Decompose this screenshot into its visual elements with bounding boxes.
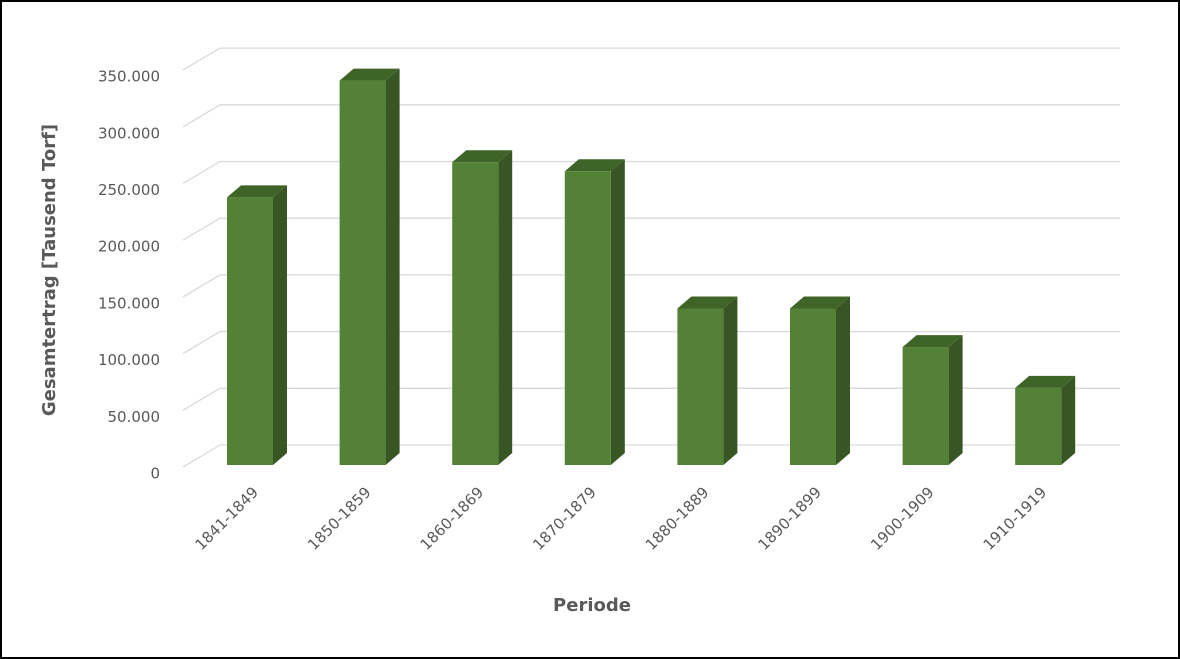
bar-side xyxy=(273,185,287,465)
bar-top xyxy=(227,185,287,198)
bar-side xyxy=(1061,375,1076,465)
bar-side xyxy=(836,296,850,465)
y-tick-label: 100.000 xyxy=(98,351,160,369)
y-tick-label: 200.000 xyxy=(98,238,160,256)
y-tick-label: 250.000 xyxy=(98,181,160,199)
bar-top xyxy=(790,296,850,309)
grid-line xyxy=(182,160,1120,185)
grid-line xyxy=(182,104,1120,128)
x-axis-title: Periode xyxy=(553,595,631,616)
bar xyxy=(339,80,386,465)
y-tick-label: 0 xyxy=(150,465,160,483)
y-tick-label: 350.000 xyxy=(98,68,160,86)
bar xyxy=(677,308,724,465)
bar-top xyxy=(902,335,963,348)
bar-side xyxy=(610,159,625,465)
y-tick-label: 300.000 xyxy=(98,124,160,142)
grid-line xyxy=(182,217,1120,241)
bar-side xyxy=(385,68,400,465)
y-axis-title: Gesamtertrag [Tausend Torf] xyxy=(39,124,60,416)
bar xyxy=(564,171,611,465)
bar xyxy=(227,197,273,465)
y-tick-label: 150.000 xyxy=(98,294,160,312)
bar-top xyxy=(677,296,738,309)
bar-top xyxy=(564,159,625,172)
bar-side xyxy=(498,150,513,466)
bar-top xyxy=(339,68,400,81)
grid-line xyxy=(182,274,1120,298)
bar-top xyxy=(452,150,513,163)
grid-line xyxy=(182,47,1120,71)
bar xyxy=(452,162,499,466)
bar xyxy=(1015,387,1062,465)
bar-side xyxy=(723,296,738,465)
bar-top xyxy=(1015,375,1076,388)
y-tick-label: 50.000 xyxy=(108,408,161,426)
bar xyxy=(902,347,949,465)
bar-side xyxy=(948,335,963,465)
bar xyxy=(790,308,836,465)
